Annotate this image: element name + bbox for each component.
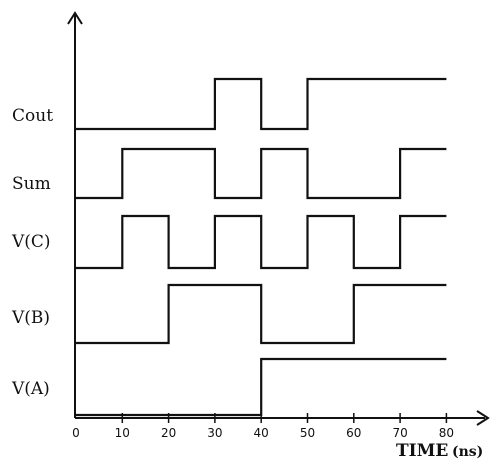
x-tick-label: 70	[392, 426, 407, 440]
x-axis-arrowhead	[476, 410, 490, 426]
signal-label: V(A)	[11, 379, 50, 399]
signal-label: Sum	[12, 174, 51, 194]
waveform-cout	[76, 77, 447, 131]
x-tick-label: 40	[254, 426, 269, 440]
signal-label: V(C)	[11, 232, 51, 252]
signal-labels: Cout Sum V(C) V(B) V(A)	[11, 106, 53, 399]
x-tick-label: 30	[207, 426, 222, 440]
x-tick-label: 10	[115, 426, 130, 440]
time-unit-label: (ns)	[452, 444, 483, 460]
x-tick-label: 20	[161, 426, 176, 440]
signal-waveforms	[76, 77, 447, 417]
y-axis-arrowhead	[67, 11, 83, 25]
waveform-va	[76, 357, 447, 417]
x-tick-label: 60	[346, 426, 361, 440]
waveform-sum	[76, 147, 447, 200]
signal-label: V(B)	[11, 308, 50, 328]
origin-label: 0	[72, 426, 80, 440]
x-tick-label: 50	[300, 426, 315, 440]
x-tick-labels: 10 20 30 40 50 60 70 80	[115, 426, 454, 440]
waveform-vc	[76, 214, 447, 270]
time-axis-label: TIME	[396, 441, 448, 461]
signal-label: Cout	[12, 106, 53, 126]
waveform-vb	[76, 283, 447, 345]
x-tick-label: 80	[439, 426, 454, 440]
